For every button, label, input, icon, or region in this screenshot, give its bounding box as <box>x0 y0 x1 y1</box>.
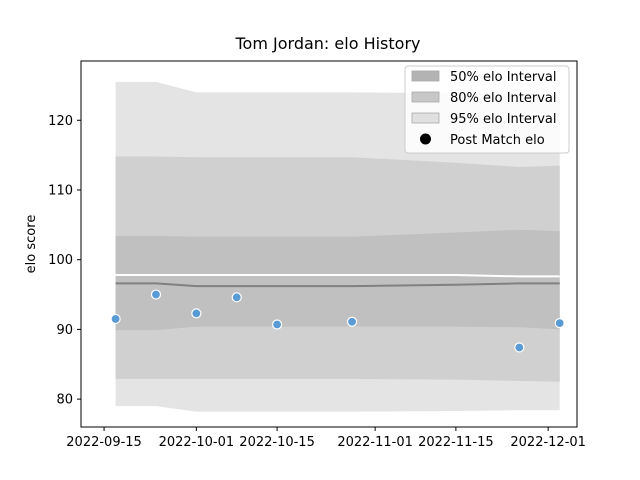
legend-label: 95% elo Interval <box>450 112 557 127</box>
x-tick-label: 2022-11-15 <box>418 435 494 450</box>
plot-area <box>80 60 578 428</box>
x-tick-label: 2022-11-01 <box>337 435 413 450</box>
y-axis-label: elo score <box>24 215 39 274</box>
x-tick-label: 2022-12-01 <box>510 435 586 450</box>
y-axis: 80 90 100 110 120 <box>48 114 81 408</box>
data-point <box>346 316 358 327</box>
y-tick-label: 120 <box>48 114 73 129</box>
legend-swatch <box>411 70 440 82</box>
band-50 <box>115 229 560 331</box>
data-point <box>150 289 162 300</box>
y-tick-label: 100 <box>48 253 73 268</box>
x-tick-label: 2022-10-01 <box>159 435 235 450</box>
data-point <box>271 319 283 330</box>
legend-label: Post Match elo <box>450 133 545 148</box>
elo-upper-line <box>115 274 560 278</box>
data-point <box>191 308 202 319</box>
legend-swatch <box>411 91 440 103</box>
data-point <box>231 292 242 303</box>
legend: 50% elo Interval 80% elo Interval 95% elo … <box>404 65 570 154</box>
y-tick-label: 90 <box>56 323 73 338</box>
elo-mean-line <box>115 282 560 288</box>
legend-swatch <box>411 112 440 124</box>
data-point <box>110 313 121 325</box>
plot-frame <box>80 60 578 428</box>
legend-label: 50% elo Interval <box>450 70 557 85</box>
x-tick-label: 2022-10-15 <box>239 435 315 450</box>
chart-title: Tom Jordan: elo History <box>235 34 421 53</box>
x-tick-label: 2022-09-15 <box>66 435 142 450</box>
y-tick-label: 110 <box>48 183 73 198</box>
legend-label: 80% elo Interval <box>450 91 557 106</box>
legend-marker <box>420 133 431 145</box>
data-point <box>554 318 565 329</box>
x-axis: 2022-09-15 2022-10-01 2022-10-15 2022-11-01… <box>66 427 586 450</box>
y-tick-label: 80 <box>56 393 73 408</box>
legend-box <box>404 65 570 154</box>
data-point <box>514 342 525 353</box>
